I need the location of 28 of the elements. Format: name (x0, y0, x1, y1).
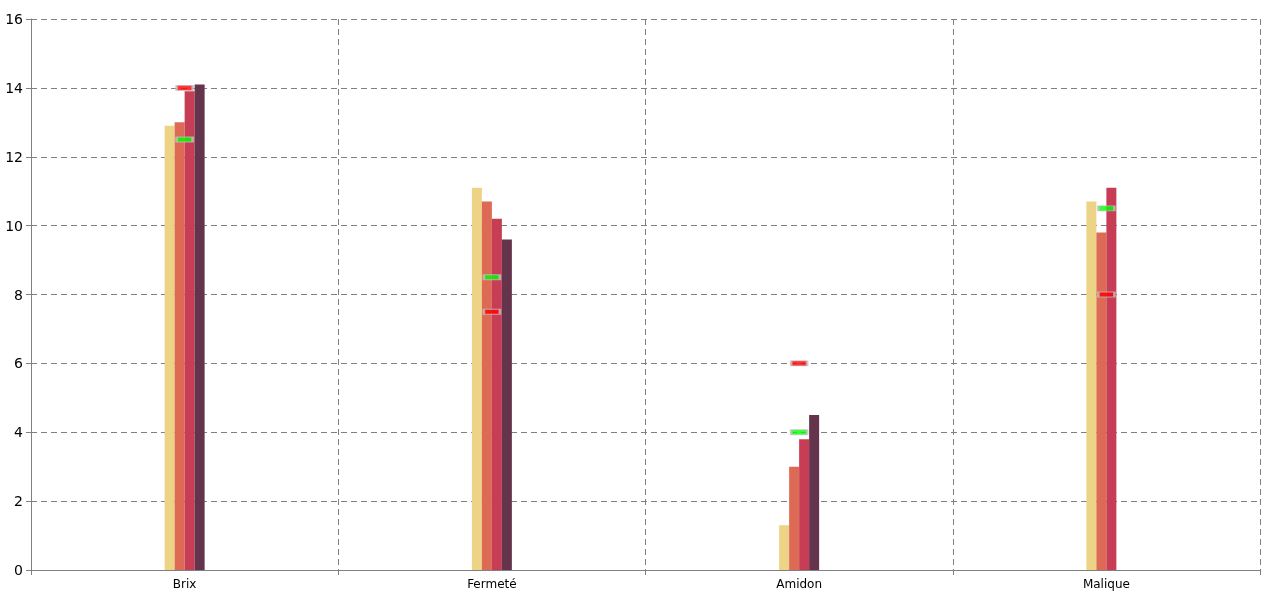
bar (1106, 187, 1117, 570)
x-tick-label: Malique (1082, 577, 1130, 591)
x-tick-label: Fermeté (467, 577, 517, 591)
bar (174, 122, 185, 570)
bar (184, 91, 195, 570)
y-tick-label: 16 (5, 11, 24, 27)
y-tick-label: 10 (5, 217, 23, 234)
bar (1086, 201, 1097, 570)
y-tick-label: 2 (14, 493, 23, 510)
bar (471, 187, 482, 570)
y-tick-label: 12 (5, 148, 23, 165)
x-tick-label: Amidon (776, 577, 823, 591)
y-tick-label: 14 (5, 79, 24, 96)
bar (501, 239, 512, 570)
bar (779, 525, 790, 570)
y-tick-label: 8 (14, 286, 23, 303)
y-tick-label: 0 (14, 562, 23, 578)
bar (491, 218, 502, 570)
y-tick-label: 6 (14, 355, 24, 372)
bar (1096, 232, 1107, 570)
bar (799, 439, 810, 570)
bar (194, 84, 205, 570)
bar (789, 466, 800, 570)
x-tick-label: Brix (172, 577, 197, 591)
y-tick-label: 4 (14, 424, 24, 441)
bar (809, 415, 820, 570)
bar (164, 125, 175, 570)
bar (481, 201, 492, 570)
